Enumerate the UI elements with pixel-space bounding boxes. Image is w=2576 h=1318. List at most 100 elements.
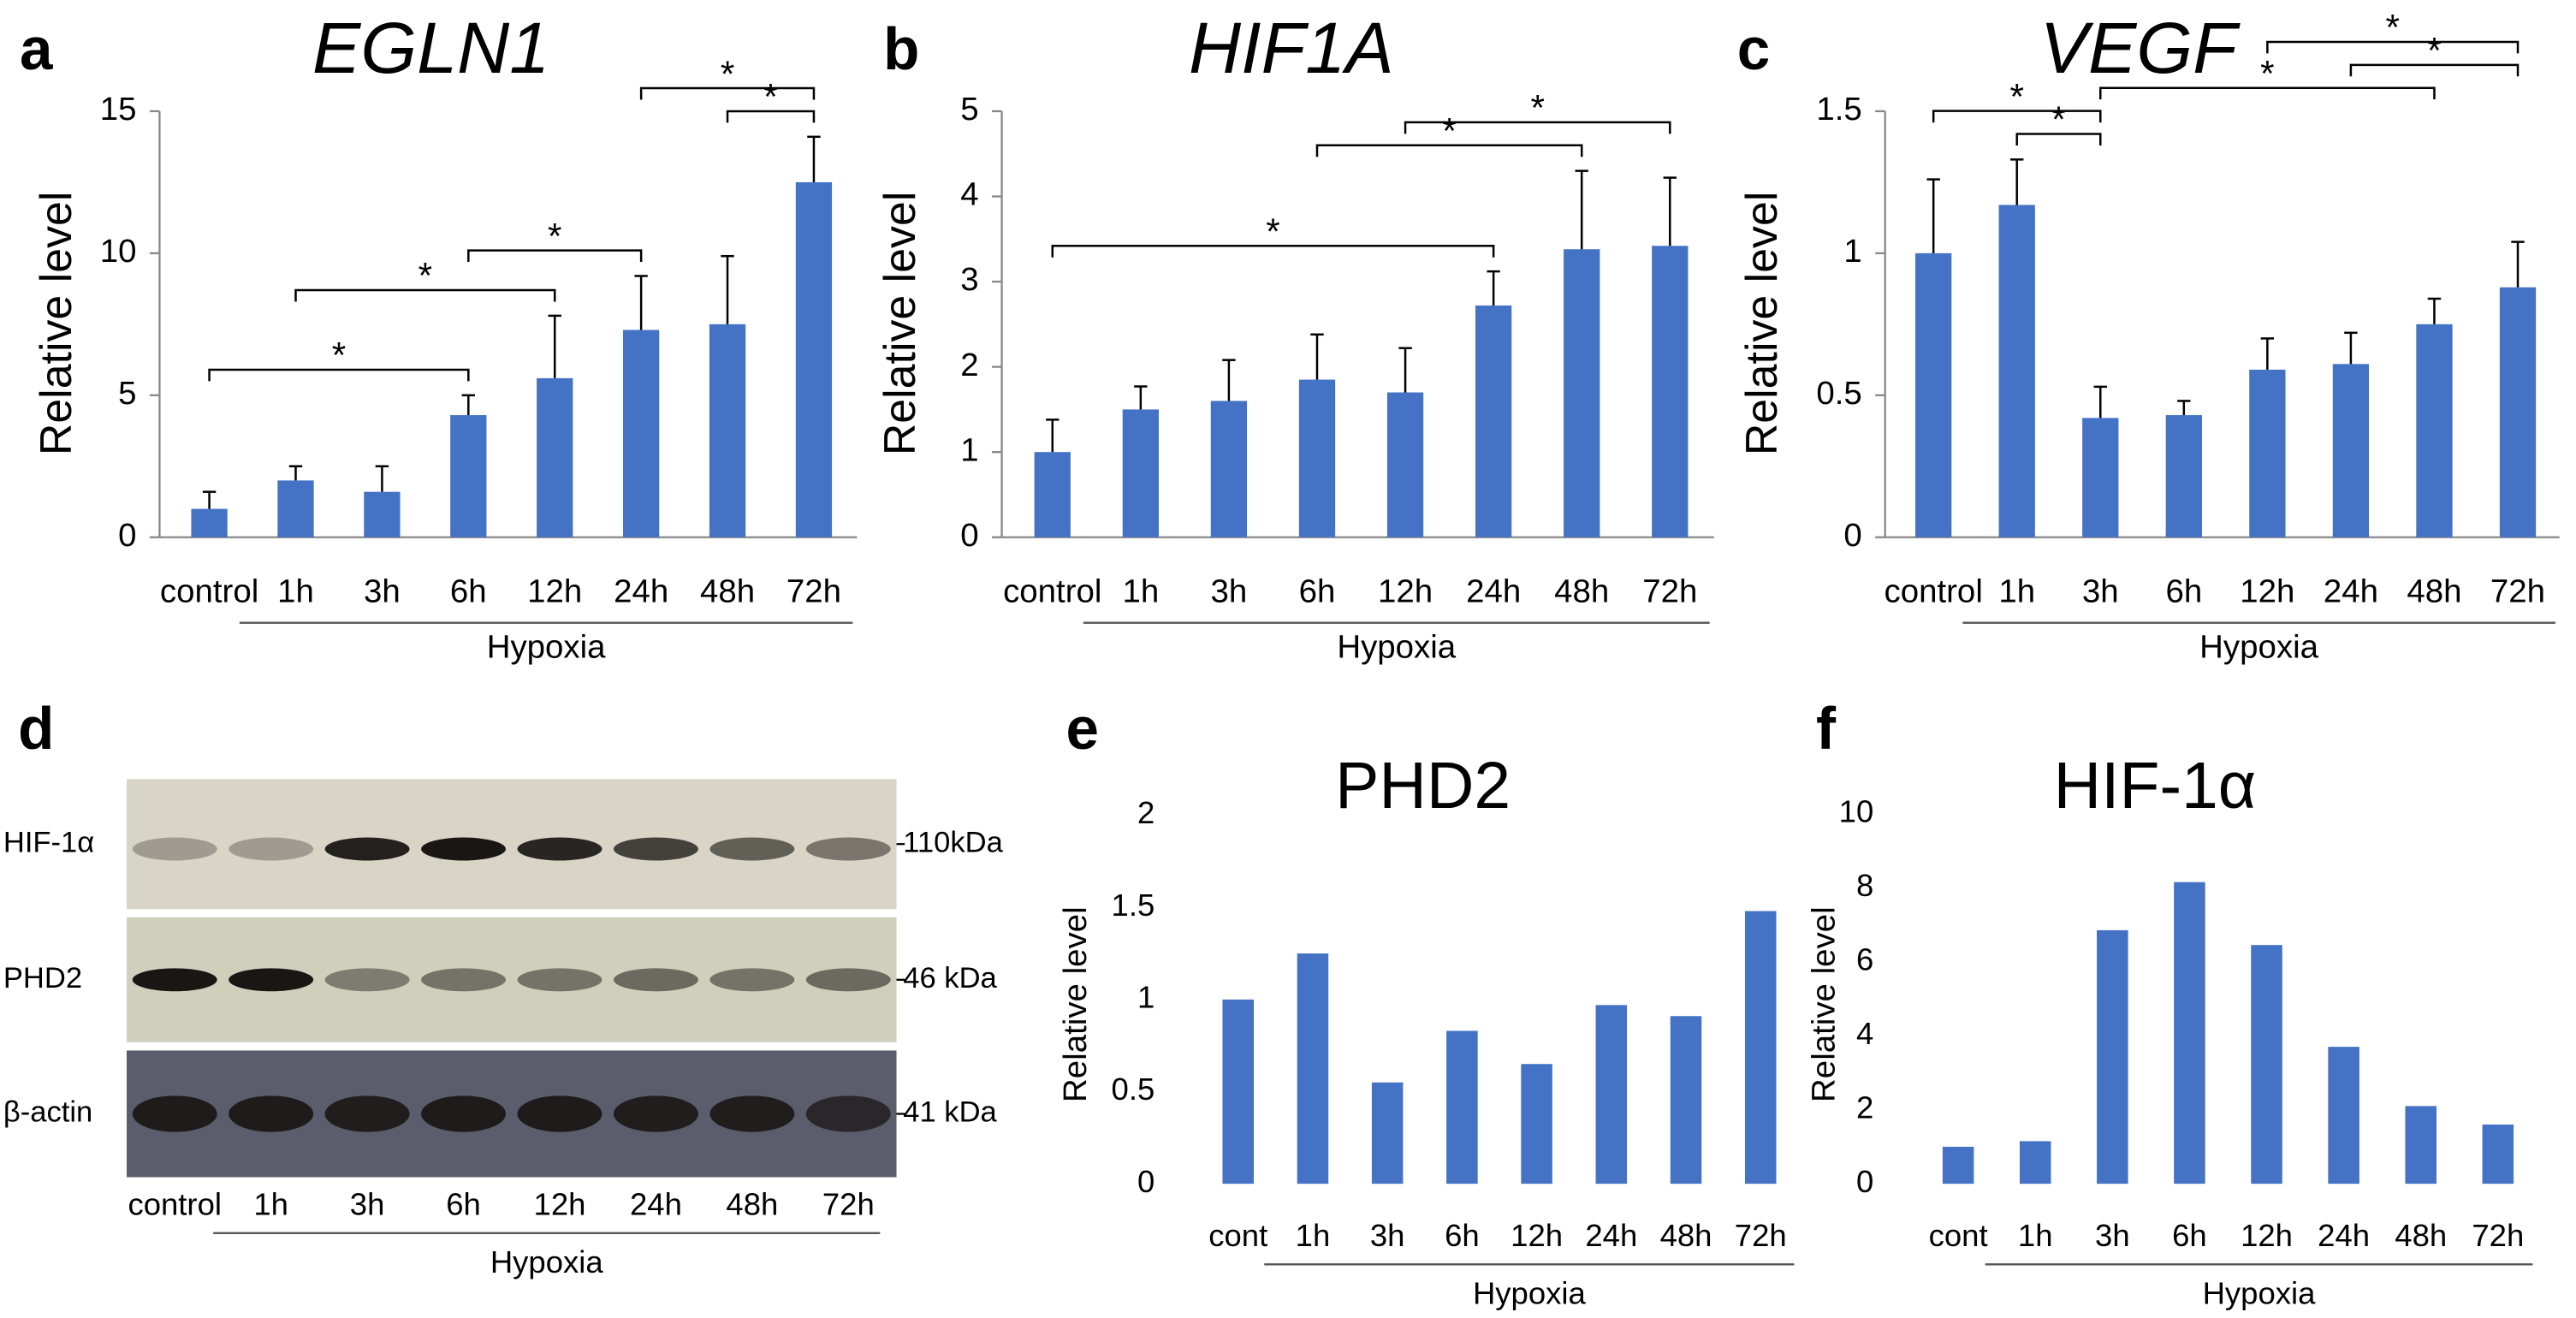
bar bbox=[1744, 911, 1777, 1184]
x-tick-label: 72h bbox=[1642, 573, 1697, 609]
x-tick-label: 24h bbox=[614, 573, 668, 609]
significance-bracket bbox=[208, 368, 470, 382]
bar bbox=[2328, 1047, 2359, 1184]
bar bbox=[191, 508, 228, 537]
significance-bracket bbox=[1051, 245, 1495, 258]
x-tick-label: cont bbox=[1208, 1218, 1267, 1253]
band bbox=[517, 837, 602, 861]
bar bbox=[1475, 305, 1512, 537]
significance-bracket bbox=[467, 249, 643, 263]
band bbox=[229, 837, 314, 861]
band bbox=[613, 968, 698, 992]
band bbox=[324, 968, 410, 992]
bar bbox=[1210, 401, 1248, 537]
x-tick-label: control bbox=[160, 573, 258, 609]
bar bbox=[2082, 418, 2119, 537]
error-bar bbox=[634, 275, 648, 330]
bar bbox=[1446, 1030, 1478, 1184]
size-label: 46 kDa bbox=[903, 962, 997, 994]
bar bbox=[1670, 1016, 1702, 1184]
band bbox=[709, 837, 795, 861]
error-bar bbox=[721, 254, 734, 324]
x-tick-label: 1h bbox=[277, 573, 314, 609]
bar bbox=[2097, 929, 2128, 1184]
panel-letter: d bbox=[18, 695, 54, 762]
error-bar bbox=[1487, 270, 1500, 306]
chart-title: HIF-1α bbox=[2054, 749, 2257, 822]
error-bar bbox=[202, 490, 217, 509]
bar bbox=[1371, 1082, 1404, 1184]
band bbox=[805, 968, 891, 992]
bar bbox=[2174, 882, 2205, 1184]
band bbox=[709, 1095, 795, 1132]
bar bbox=[2249, 369, 2286, 537]
x-tick-label: 24h bbox=[1585, 1218, 1637, 1253]
band bbox=[229, 1095, 314, 1132]
significance-label: * bbox=[2010, 76, 2024, 116]
group-label: Hypoxia bbox=[487, 629, 606, 666]
lane-label: 1h bbox=[253, 1187, 288, 1222]
significance-bracket bbox=[2015, 133, 2102, 145]
panel-letter: f bbox=[1816, 695, 1837, 762]
chart-title: PHD2 bbox=[1335, 749, 1511, 822]
bar bbox=[709, 324, 746, 537]
y-axis-label: Relative level bbox=[1806, 906, 1843, 1102]
lane-label: 48h bbox=[726, 1187, 778, 1222]
group-label: Hypoxia bbox=[2199, 629, 2318, 666]
error-bar bbox=[1222, 359, 1236, 401]
y-tick-label: 6 bbox=[1856, 941, 1873, 977]
chart-title: HIF1A bbox=[1189, 7, 1394, 88]
lane-label: 72h bbox=[822, 1187, 875, 1222]
significance-bracket bbox=[639, 86, 816, 100]
significance-label: * bbox=[721, 54, 734, 94]
significance-label: * bbox=[418, 256, 432, 296]
significance-label: * bbox=[1266, 211, 1279, 252]
bar bbox=[1942, 1146, 1974, 1184]
bar bbox=[277, 480, 314, 537]
x-tick-label: 48h bbox=[700, 573, 755, 609]
bar bbox=[1034, 452, 1071, 537]
x-tick-label: 3h bbox=[2082, 573, 2119, 609]
y-tick-label: 10 bbox=[100, 233, 137, 270]
bar bbox=[2482, 1124, 2514, 1184]
x-tick-label: 24h bbox=[2318, 1218, 2370, 1253]
bar bbox=[2165, 415, 2202, 537]
x-tick-label: 1h bbox=[1122, 573, 1159, 609]
bar bbox=[2332, 364, 2370, 537]
row-label: PHD2 bbox=[3, 962, 82, 994]
error-bar bbox=[2427, 297, 2442, 324]
error-bar bbox=[807, 135, 821, 182]
bar bbox=[1595, 1005, 1628, 1184]
y-tick-label: 0 bbox=[1843, 517, 1861, 554]
bar bbox=[1915, 252, 1952, 537]
x-tick-label: 3h bbox=[1211, 573, 1248, 609]
panel-letter: c bbox=[1737, 15, 1770, 82]
x-tick-label: 24h bbox=[1466, 573, 1521, 609]
error-bar bbox=[1310, 333, 1324, 380]
x-tick-label: 6h bbox=[1299, 573, 1336, 609]
band bbox=[805, 837, 891, 861]
y-tick-label: 2 bbox=[1137, 795, 1154, 830]
lane-label: control bbox=[128, 1187, 222, 1222]
group-label: Hypoxia bbox=[1473, 1275, 1587, 1310]
x-tick-label: 24h bbox=[2324, 573, 2378, 609]
row-label: β-actin bbox=[3, 1096, 92, 1129]
bar bbox=[2499, 287, 2537, 537]
x-tick-label: 1h bbox=[2018, 1218, 2053, 1253]
y-tick-label: 0.5 bbox=[1112, 1072, 1155, 1107]
bar bbox=[1222, 999, 1254, 1184]
row-label: HIF-1α bbox=[3, 826, 94, 858]
error-bar bbox=[375, 465, 389, 492]
band bbox=[421, 1095, 507, 1132]
x-tick-label: 72h bbox=[786, 573, 841, 609]
bar bbox=[2416, 324, 2453, 537]
band bbox=[421, 968, 507, 992]
significance-bracket bbox=[1404, 121, 1671, 134]
y-tick-label: 3 bbox=[960, 261, 978, 298]
bar bbox=[1122, 409, 1159, 537]
y-tick-label: 2 bbox=[1856, 1089, 1873, 1125]
lane-label: 24h bbox=[630, 1187, 682, 1222]
bar bbox=[1998, 205, 2035, 537]
significance-bracket bbox=[726, 110, 816, 123]
